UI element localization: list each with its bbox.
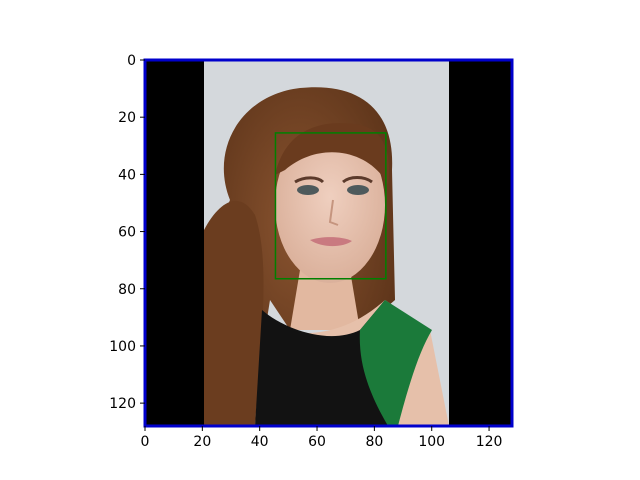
x-tick-label: 80 <box>365 434 383 450</box>
portrait-photo <box>204 60 449 426</box>
plot-area <box>143 58 514 428</box>
face-bounding-box <box>274 132 387 280</box>
x-tick-label: 100 <box>418 434 445 450</box>
y-tick-label: 80 <box>118 282 136 298</box>
x-tick-label: 120 <box>476 434 503 450</box>
x-tick-label: 40 <box>251 434 269 450</box>
y-tick-label: 0 <box>127 53 136 69</box>
y-axis: 0 20 40 60 80 100 120 <box>109 53 145 412</box>
y-tick-label: 20 <box>118 110 136 126</box>
y-tick-label: 40 <box>118 167 136 183</box>
x-tick-label: 20 <box>193 434 211 450</box>
y-tick-label: 100 <box>109 339 136 355</box>
x-axis: 0 20 40 60 80 100 120 <box>141 426 503 450</box>
x-tick-label: 60 <box>308 434 326 450</box>
axes-frame <box>143 58 514 428</box>
y-tick-label: 120 <box>109 396 136 412</box>
x-tick-label: 0 <box>141 434 150 450</box>
bounding-box-layer <box>274 132 387 280</box>
y-tick-label: 60 <box>118 225 136 241</box>
